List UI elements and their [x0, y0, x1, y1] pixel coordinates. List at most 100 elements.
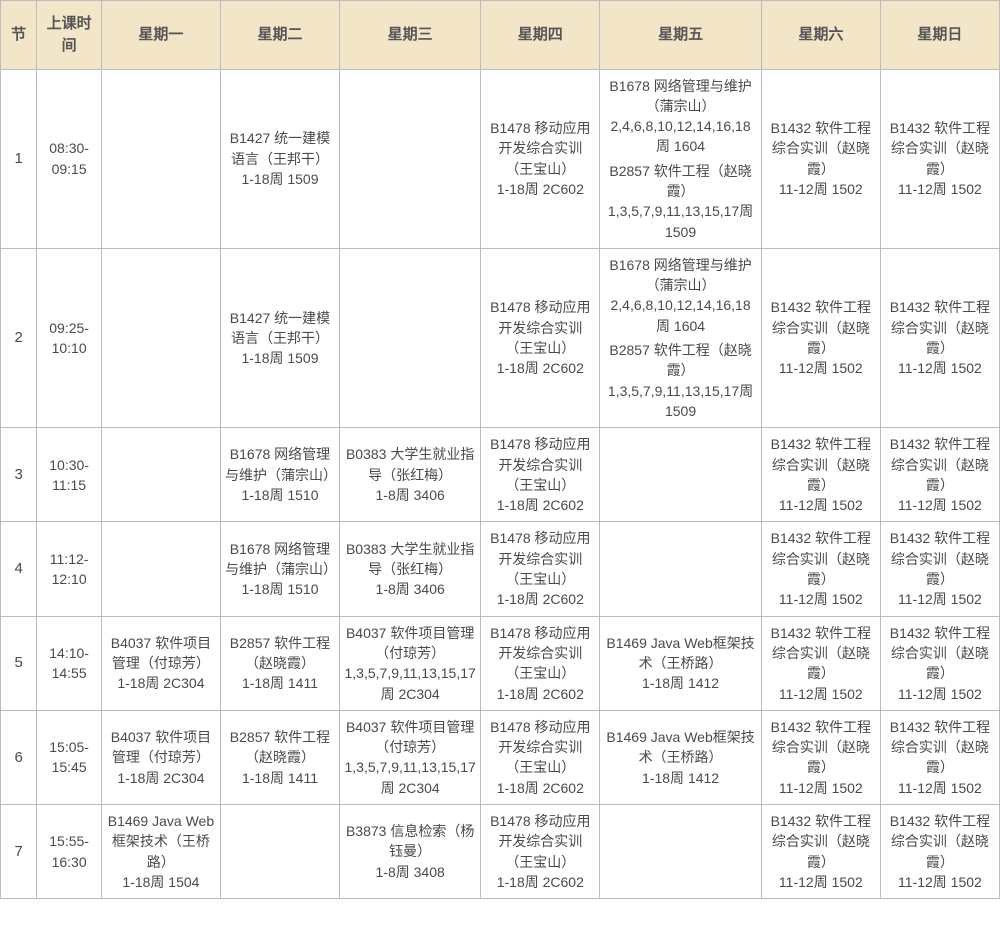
course-line: 11-12周 1502: [885, 495, 995, 515]
period-cell: 7: [1, 805, 37, 899]
table-row: 615:05-15:45B4037 软件项目管理（付琼芳）1-18周 2C304…: [1, 710, 1000, 804]
course-cell: B1432 软件工程综合实训（赵晓霞）11-12周 1502: [761, 616, 880, 710]
course-line: 11-12周 1502: [766, 495, 876, 515]
course-cell: B1432 软件工程综合实训（赵晓霞）11-12周 1502: [761, 428, 880, 522]
course-line: B1478 移动应用开发综合实训（王宝山）: [485, 623, 595, 684]
course-line: B1678 网络管理与维护（蒲宗山）: [604, 76, 756, 117]
course-line: 1-18周 2C602: [485, 589, 595, 609]
course-line: B1432 软件工程综合实训（赵晓霞）: [885, 434, 995, 495]
course-cell: B1678 网络管理与维护（蒲宗山）1-18周 1510: [220, 522, 339, 616]
course-cell: [101, 248, 220, 427]
course-line: 11-12周 1502: [885, 778, 995, 798]
course-cell: B1432 软件工程综合实训（赵晓霞）11-12周 1502: [761, 805, 880, 899]
course-cell: B1469 Java Web框架技术（王桥路）1-18周 1504: [101, 805, 220, 899]
course-block: B1432 软件工程综合实训（赵晓霞）11-12周 1502: [766, 623, 876, 704]
course-cell: [101, 69, 220, 248]
course-cell: B1432 软件工程综合实训（赵晓霞）11-12周 1502: [761, 522, 880, 616]
course-block: B1432 软件工程综合实训（赵晓霞）11-12周 1502: [885, 118, 995, 199]
col-header-tue: 星期二: [220, 1, 339, 70]
course-line: 1-18周 2C602: [485, 495, 595, 515]
course-line: B2857 软件工程（赵晓霞）: [604, 340, 756, 381]
course-block: B1478 移动应用开发综合实训（王宝山）1-18周 2C602: [485, 623, 595, 704]
course-line: B1678 网络管理与维护（蒲宗山）: [225, 444, 335, 485]
timetable-body: 108:30-09:15B1427 统一建模语言（王邦干）1-18周 1509B…: [1, 69, 1000, 899]
course-line: B1478 移动应用开发综合实训（王宝山）: [485, 434, 595, 495]
table-row: 411:12-12:10 B1678 网络管理与维护（蒲宗山）1-18周 1510…: [1, 522, 1000, 616]
course-cell: B0383 大学生就业指导（张红梅）1-8周 3406: [340, 428, 481, 522]
period-cell: 1: [1, 69, 37, 248]
course-line: B4037 软件项目管理（付琼芳）: [106, 727, 216, 768]
period-cell: 6: [1, 710, 37, 804]
course-cell: B1478 移动应用开发综合实训（王宝山）1-18周 2C602: [481, 248, 600, 427]
course-line: B1432 软件工程综合实训（赵晓霞）: [885, 623, 995, 684]
course-block: B4037 软件项目管理（付琼芳）1,3,5,7,9,11,13,15,17周 …: [344, 623, 476, 704]
course-line: B1427 统一建模语言（王邦干）: [225, 128, 335, 169]
course-line: 1-18周 2C602: [485, 872, 595, 892]
course-cell: B3873 信息检索（杨钰曼）1-8周 3408: [340, 805, 481, 899]
course-cell: B1432 软件工程综合实训（赵晓霞）11-12周 1502: [761, 248, 880, 427]
course-cell: [340, 248, 481, 427]
course-cell: B1469 Java Web框架技术（王桥路）1-18周 1412: [600, 710, 761, 804]
course-block: B1432 软件工程综合实训（赵晓霞）11-12周 1502: [766, 297, 876, 378]
course-block: B4037 软件项目管理（付琼芳）1-18周 2C304: [106, 727, 216, 788]
course-cell: [101, 428, 220, 522]
time-cell: 08:30-09:15: [37, 69, 102, 248]
course-block: B1432 软件工程综合实训（赵晓霞）11-12周 1502: [885, 528, 995, 609]
col-header-wed: 星期三: [340, 1, 481, 70]
course-block: B1432 软件工程综合实训（赵晓霞）11-12周 1502: [766, 528, 876, 609]
course-cell: B1427 统一建模语言（王邦干）1-18周 1509: [220, 248, 339, 427]
course-line: 11-12周 1502: [885, 179, 995, 199]
course-block: B1432 软件工程综合实训（赵晓霞）11-12周 1502: [885, 434, 995, 515]
course-line: 1-18周 1411: [225, 768, 335, 788]
course-cell: B1427 统一建模语言（王邦干）1-18周 1509: [220, 69, 339, 248]
course-line: B1478 移动应用开发综合实训（王宝山）: [485, 118, 595, 179]
course-cell: B4037 软件项目管理（付琼芳）1-18周 2C304: [101, 616, 220, 710]
time-cell: 09:25-10:10: [37, 248, 102, 427]
course-cell: B1478 移动应用开发综合实训（王宝山）1-18周 2C602: [481, 710, 600, 804]
course-line: B0383 大学生就业指导（张红梅）: [344, 444, 476, 485]
course-block: B0383 大学生就业指导（张红梅）1-8周 3406: [344, 444, 476, 505]
course-block: B1432 软件工程综合实训（赵晓霞）11-12周 1502: [766, 118, 876, 199]
course-line: 1-18周 2C602: [485, 358, 595, 378]
course-line: 1,3,5,7,9,11,13,15,17周 2C304: [344, 757, 476, 798]
course-line: 11-12周 1502: [766, 179, 876, 199]
course-cell: B2857 软件工程（赵晓霞）1-18周 1411: [220, 710, 339, 804]
col-header-time: 上课时间: [37, 1, 102, 70]
course-cell: B1432 软件工程综合实训（赵晓霞）11-12周 1502: [880, 428, 999, 522]
course-block: B4037 软件项目管理（付琼芳）1-18周 2C304: [106, 633, 216, 694]
period-cell: 4: [1, 522, 37, 616]
course-cell: B1432 软件工程综合实训（赵晓霞）11-12周 1502: [880, 522, 999, 616]
course-cell: B1478 移动应用开发综合实训（王宝山）1-18周 2C602: [481, 805, 600, 899]
course-cell: B1432 软件工程综合实训（赵晓霞）11-12周 1502: [880, 805, 999, 899]
course-line: B1432 软件工程综合实训（赵晓霞）: [766, 297, 876, 358]
course-line: 1-18周 2C304: [106, 768, 216, 788]
course-line: B1478 移动应用开发综合实训（王宝山）: [485, 717, 595, 778]
course-line: B1432 软件工程综合实训（赵晓霞）: [885, 717, 995, 778]
course-cell: [340, 69, 481, 248]
course-line: B2857 软件工程（赵晓霞）: [225, 633, 335, 674]
course-line: 1,3,5,7,9,11,13,15,17周 1509: [604, 381, 756, 422]
course-line: B1432 软件工程综合实训（赵晓霞）: [885, 118, 995, 179]
time-cell: 11:12-12:10: [37, 522, 102, 616]
course-cell: [600, 522, 761, 616]
course-line: 1-8周 3406: [344, 579, 476, 599]
course-cell: [220, 805, 339, 899]
course-line: 1-18周 1510: [225, 485, 335, 505]
course-line: B1432 软件工程综合实训（赵晓霞）: [885, 297, 995, 358]
table-row: 715:55-16:30B1469 Java Web框架技术（王桥路）1-18周…: [1, 805, 1000, 899]
course-line: B1478 移动应用开发综合实训（王宝山）: [485, 297, 595, 358]
class-timetable: 节 上课时间 星期一 星期二 星期三 星期四 星期五 星期六 星期日 108:3…: [0, 0, 1000, 899]
course-cell: B1432 软件工程综合实训（赵晓霞）11-12周 1502: [880, 69, 999, 248]
course-line: B1469 Java Web框架技术（王桥路）: [604, 633, 756, 674]
course-block: B2857 软件工程（赵晓霞）1-18周 1411: [225, 727, 335, 788]
table-row: 310:30-11:15B1678 网络管理与维护（蒲宗山）1-18周 1510…: [1, 428, 1000, 522]
course-block: B1469 Java Web框架技术（王桥路）1-18周 1412: [604, 727, 756, 788]
course-block: B1678 网络管理与维护（蒲宗山）1-18周 1510: [225, 444, 335, 505]
course-block: B1478 移动应用开发综合实训（王宝山）1-18周 2C602: [485, 717, 595, 798]
course-block: B3873 信息检索（杨钰曼）1-8周 3408: [344, 821, 476, 882]
course-line: 11-12周 1502: [885, 589, 995, 609]
course-line: B1432 软件工程综合实训（赵晓霞）: [766, 717, 876, 778]
course-line: B1432 软件工程综合实训（赵晓霞）: [885, 811, 995, 872]
course-line: B1478 移动应用开发综合实训（王宝山）: [485, 528, 595, 589]
course-cell: B1678 网络管理与维护（蒲宗山）2,4,6,8,10,12,14,16,18…: [600, 248, 761, 427]
